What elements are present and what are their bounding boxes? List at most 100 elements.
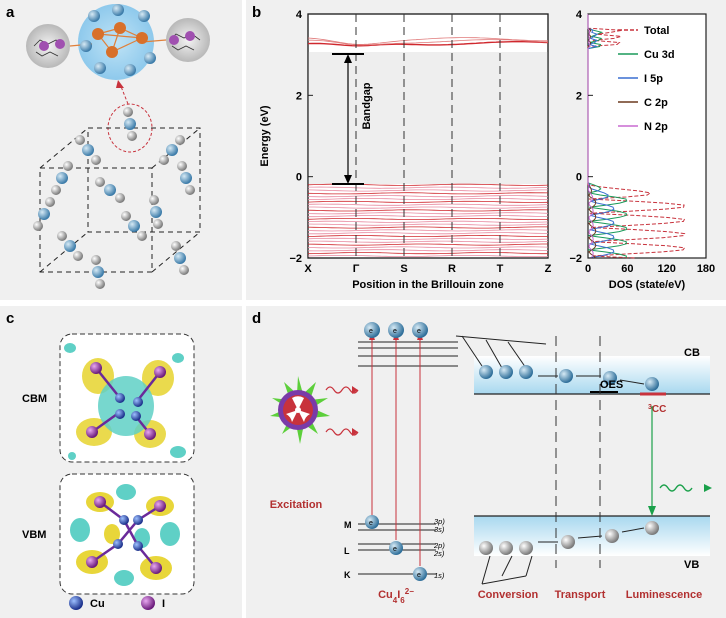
transport-label: Transport	[555, 589, 606, 601]
panel-label-c: c	[6, 310, 15, 327]
conduction-band	[474, 356, 710, 394]
conversion-branches	[455, 335, 547, 585]
conversion-label: Conversion	[478, 589, 539, 601]
energy-levels	[358, 341, 458, 575]
valence-band-line	[307, 192, 549, 195]
band-xtick-label: X	[304, 263, 312, 275]
cluster-sphere	[78, 4, 154, 80]
svg-text:e: e	[393, 546, 397, 553]
bandgap-label: Bandgap	[361, 82, 373, 129]
valence-band-line	[307, 209, 549, 212]
ytick-label: −2	[289, 253, 302, 265]
crystal-structure-illustration	[26, 4, 210, 289]
dos-legend-label: N 2p	[644, 121, 668, 133]
vb-label: VB	[684, 559, 699, 571]
cbm-lobes	[64, 343, 186, 460]
cu-legend-marker	[69, 596, 83, 610]
conduction-band-line	[307, 41, 549, 47]
emission-wave	[659, 484, 693, 492]
ytick-label: 0	[576, 172, 582, 184]
luminescence-label: Luminescence	[626, 589, 702, 601]
ytick-label: 4	[576, 9, 583, 21]
shell-k: K	[344, 570, 351, 580]
band-xlabel: Position in the Brillouin zone	[352, 279, 504, 291]
valence-band-line	[308, 186, 549, 189]
valence-band-line	[307, 249, 549, 252]
valence-band-line	[308, 232, 549, 235]
excitation-source-icon	[270, 376, 330, 444]
bandgap-region	[308, 52, 548, 184]
conduction-band-line	[307, 37, 548, 45]
band-xtick-label: T	[497, 263, 504, 275]
dos-plot-frame	[587, 13, 707, 259]
band-xtick-label: R	[448, 263, 456, 275]
valence-band-line	[307, 220, 549, 223]
valence-band-line	[307, 246, 549, 249]
valence-band-line	[307, 218, 549, 220]
valence-band-line	[307, 240, 549, 243]
n-atoms	[39, 31, 195, 51]
luminescence-mechanism: CB VB Excitation M L K 3p) 3s) 2p) 2s) 1…	[270, 322, 712, 605]
cluster-label: Cu4I62−	[378, 587, 414, 605]
excitation-arrows	[371, 336, 421, 566]
vbm-label: VBM	[22, 529, 46, 541]
panel-label-a: a	[6, 4, 15, 21]
svg-text:e: e	[417, 328, 421, 335]
excitation-label: Excitation	[270, 499, 323, 511]
valence-band-line	[307, 226, 548, 229]
cb-electrons	[479, 365, 659, 391]
panel-label-b: b	[252, 4, 262, 21]
valence-band-line	[307, 195, 549, 198]
band-xtick-label: Z	[545, 263, 552, 275]
svg-text:e: e	[369, 328, 373, 335]
tcc-label: 3CC	[648, 404, 666, 416]
i-atoms	[80, 4, 156, 76]
ytick-label: 2	[576, 90, 582, 102]
cu-atoms	[92, 22, 148, 58]
svg-text:e: e	[417, 572, 421, 579]
orbital-3p: 3p)	[434, 517, 445, 526]
band-xtick-label: Γ	[353, 263, 360, 275]
i-legend-marker	[141, 596, 155, 610]
ytick-label: −2	[569, 253, 582, 265]
valence-band-line	[307, 223, 549, 226]
valence-band-line	[307, 252, 548, 255]
ytick-label: 0	[296, 172, 302, 184]
dos-legend-label: C 2p	[644, 97, 668, 109]
i-legend-label: I	[162, 598, 165, 610]
ytick-label: 2	[296, 90, 302, 102]
valence-band-line	[307, 200, 549, 203]
cbm-label: CBM	[22, 393, 47, 405]
valence-band-line	[307, 237, 549, 240]
dos-xtick-label: 180	[697, 263, 715, 275]
dos-legend-label: Total	[644, 25, 669, 37]
panel-label-d: d	[252, 310, 262, 327]
orbital-isosurfaces: CBM VBM Cu	[22, 333, 195, 610]
valence-band-line	[307, 243, 548, 246]
dos-legend-label: Cu 3d	[644, 49, 675, 61]
cu-legend-label: Cu	[90, 598, 105, 610]
valence-band-line	[307, 229, 549, 232]
valence-band	[474, 516, 710, 556]
svg-text:e: e	[369, 520, 373, 527]
cell-molecules	[33, 107, 195, 289]
vb-holes	[479, 521, 659, 555]
svg-text:e: e	[393, 328, 397, 335]
valence-band-line	[307, 212, 549, 215]
valence-band-line	[307, 189, 548, 192]
orbital-3s: 3s)	[434, 525, 445, 534]
shell-l: L	[344, 546, 350, 556]
oes-label: OES	[600, 379, 623, 391]
valence-band-line	[308, 206, 549, 209]
dos-series-n-2p	[587, 14, 594, 259]
dos-xtick-label: 60	[621, 263, 633, 275]
shell-m: M	[344, 520, 352, 530]
band-ylabel: Energy (eV)	[259, 105, 271, 166]
conduction-band-line	[308, 39, 549, 46]
dos-xtick-label: 0	[585, 263, 591, 275]
valence-band-line	[307, 255, 549, 257]
ytick-label: 4	[296, 9, 303, 21]
cb-label: CB	[684, 347, 700, 359]
valence-band-line	[307, 198, 549, 200]
